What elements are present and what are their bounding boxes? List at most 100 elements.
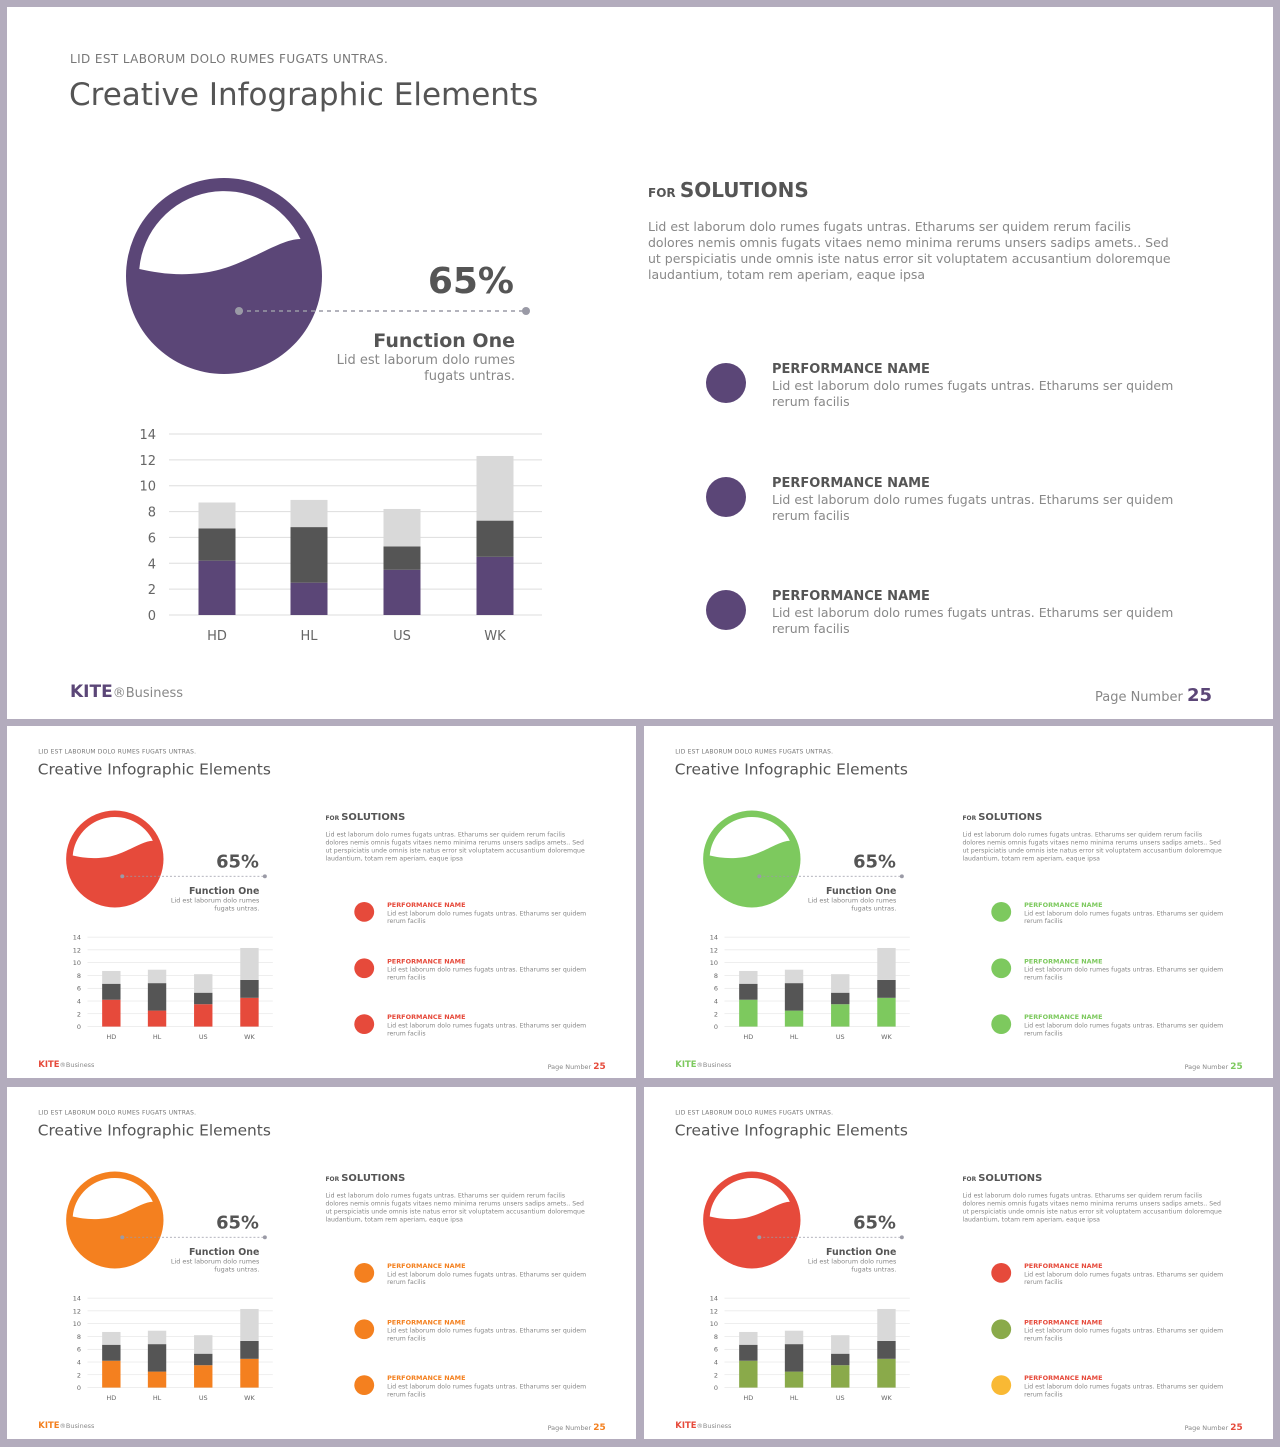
performance-desc: Lid est laborum dolo rumes fugats untras… — [387, 1328, 586, 1335]
bar-segment — [198, 502, 236, 529]
bar-segment — [739, 1344, 758, 1361]
gauge-center-dot — [120, 874, 125, 879]
brand-logo-text: KITE — [70, 682, 113, 702]
solutions-heading: FOR SOLUTIONS — [648, 178, 809, 202]
page-subtitle: LID EST LABORUM DOLO RUMES FUGATS UNTRAS… — [38, 749, 196, 756]
function-title: Function One — [373, 330, 515, 352]
bar-segment — [240, 1358, 259, 1388]
x-tick-label: WK — [244, 1033, 255, 1041]
y-tick-label: 8 — [714, 1333, 718, 1341]
page-number-value: 25 — [1230, 1423, 1242, 1433]
page-title: Creative Infographic Elements — [38, 1121, 271, 1139]
solutions-paragraph: ut perspiciatis unde omnis iste natus er… — [325, 1209, 585, 1216]
x-tick-label: HL — [153, 1033, 162, 1041]
performance-desc: Lid est laborum dolo rumes fugats untras… — [772, 378, 1173, 393]
leader-end-dot — [899, 1235, 904, 1240]
performance-desc: rerum facilis — [1024, 1279, 1063, 1286]
solutions-paragraph: dolores nemis omnis fugats vitaes nemo m… — [962, 1201, 1220, 1208]
performance-name: PERFORMANCE NAME — [387, 1318, 465, 1326]
y-tick-label: 8 — [714, 972, 718, 980]
function-title: Function One — [826, 1247, 896, 1258]
y-tick-label: 0 — [148, 609, 156, 624]
solutions-prefix: FOR — [325, 815, 341, 822]
y-tick-label: 0 — [77, 1023, 81, 1031]
solutions-paragraph: dolores nemis omnis fugats vitaes nemo m… — [325, 840, 583, 847]
bar-segment — [147, 1010, 167, 1027]
y-tick-label: 8 — [77, 1333, 81, 1341]
bar-segment — [240, 1340, 259, 1359]
slide-red: LID EST LABORUM DOLO RUMES FUGATS UNTRAS… — [7, 726, 636, 1078]
gauge-percent: 65% — [216, 851, 259, 872]
solutions-prefix: FOR — [325, 1176, 341, 1183]
performance-bullet-icon — [991, 1263, 1012, 1283]
x-tick-label: WK — [244, 1394, 255, 1402]
gauge-center-dot — [757, 1235, 762, 1240]
bar-segment — [240, 1308, 259, 1341]
footer-brand: KITE®Business — [675, 1420, 732, 1430]
bar-segment — [194, 1353, 213, 1366]
performance-bullet-icon — [991, 902, 1012, 922]
page-subtitle: LID EST LABORUM DOLO RUMES FUGATS UNTRAS… — [38, 1110, 196, 1117]
function-title: Function One — [189, 1247, 259, 1258]
performance-desc: rerum facilis — [1024, 1336, 1063, 1343]
bar-segment — [877, 947, 896, 980]
x-tick-label: WK — [484, 629, 506, 644]
y-tick-label: 0 — [714, 1384, 718, 1392]
bar-segment — [240, 947, 259, 980]
brand-suffix: ®Business — [696, 1422, 732, 1430]
solutions-paragraph: dolores nemis omnis fugats vitaes nemo m… — [648, 235, 1169, 250]
solutions-heading: FOR SOLUTIONS — [962, 812, 1042, 823]
page-subtitle: LID EST LABORUM DOLO RUMES FUGATS UNTRAS… — [675, 1110, 833, 1117]
y-tick-label: 14 — [73, 1295, 81, 1303]
bar-segment — [476, 556, 514, 615]
page-number-label: Page Number — [548, 1063, 594, 1071]
bar-segment — [739, 983, 758, 1000]
x-tick-label: WK — [881, 1033, 892, 1041]
x-tick-label: US — [836, 1033, 845, 1041]
performance-desc: rerum facilis — [387, 975, 426, 982]
x-tick-label: US — [393, 629, 411, 644]
footer-brand: KITE®Business — [38, 1059, 95, 1069]
solutions-paragraph: laudantium, totam rem aperiam, eaque ips… — [962, 855, 1100, 862]
performance-desc: Lid est laborum dolo rumes fugats untras… — [387, 1384, 586, 1391]
y-tick-label: 4 — [77, 998, 81, 1006]
leader-end-dot — [262, 874, 267, 879]
bar-segment — [194, 1365, 213, 1388]
performance-desc: rerum facilis — [1024, 918, 1063, 925]
x-tick-label: HL — [790, 1394, 799, 1402]
performance-desc: Lid est laborum dolo rumes fugats untras… — [772, 605, 1173, 620]
performance-desc: Lid est laborum dolo rumes fugats untras… — [1024, 1271, 1223, 1278]
solutions-paragraph: laudantium, totam rem aperiam, eaque ips… — [325, 855, 463, 862]
y-tick-label: 12 — [710, 946, 718, 954]
page-number-value: 25 — [593, 1423, 605, 1433]
performance-bullet-icon — [706, 363, 746, 403]
performance-name: PERFORMANCE NAME — [387, 901, 465, 909]
bar-segment — [290, 582, 328, 615]
y-tick-label: 2 — [714, 1010, 718, 1018]
solutions-title: SOLUTIONS — [978, 812, 1042, 823]
x-tick-label: HD — [106, 1033, 116, 1041]
function-title: Function One — [826, 886, 896, 897]
bar-segment — [102, 999, 121, 1027]
page-number: Page Number 25 — [1185, 1423, 1243, 1433]
performance-desc: rerum facilis — [387, 1279, 426, 1286]
x-tick-label: HL — [790, 1033, 799, 1041]
y-tick-label: 6 — [714, 1346, 718, 1354]
y-tick-label: 6 — [77, 1346, 81, 1354]
y-tick-label: 14 — [139, 428, 156, 443]
performance-name: PERFORMANCE NAME — [387, 957, 465, 965]
x-tick-label: WK — [881, 1394, 892, 1402]
bar-segment — [240, 997, 259, 1027]
slide-canvas: LID EST LABORUM DOLO RUMES FUGATS UNTRAS… — [675, 749, 1243, 1072]
bar-segment — [784, 969, 804, 984]
y-tick-label: 4 — [714, 998, 718, 1006]
leader-end-dot — [262, 1235, 267, 1240]
performance-name: PERFORMANCE NAME — [1024, 1374, 1102, 1382]
brand-suffix: ®Business — [113, 686, 184, 701]
performance-desc: Lid est laborum dolo rumes fugats untras… — [387, 1271, 586, 1278]
x-tick-label: US — [199, 1033, 208, 1041]
gauge-empty-area — [72, 816, 153, 859]
y-tick-label: 14 — [73, 934, 81, 942]
bar-segment — [102, 1331, 121, 1345]
bar-segment — [476, 455, 514, 521]
